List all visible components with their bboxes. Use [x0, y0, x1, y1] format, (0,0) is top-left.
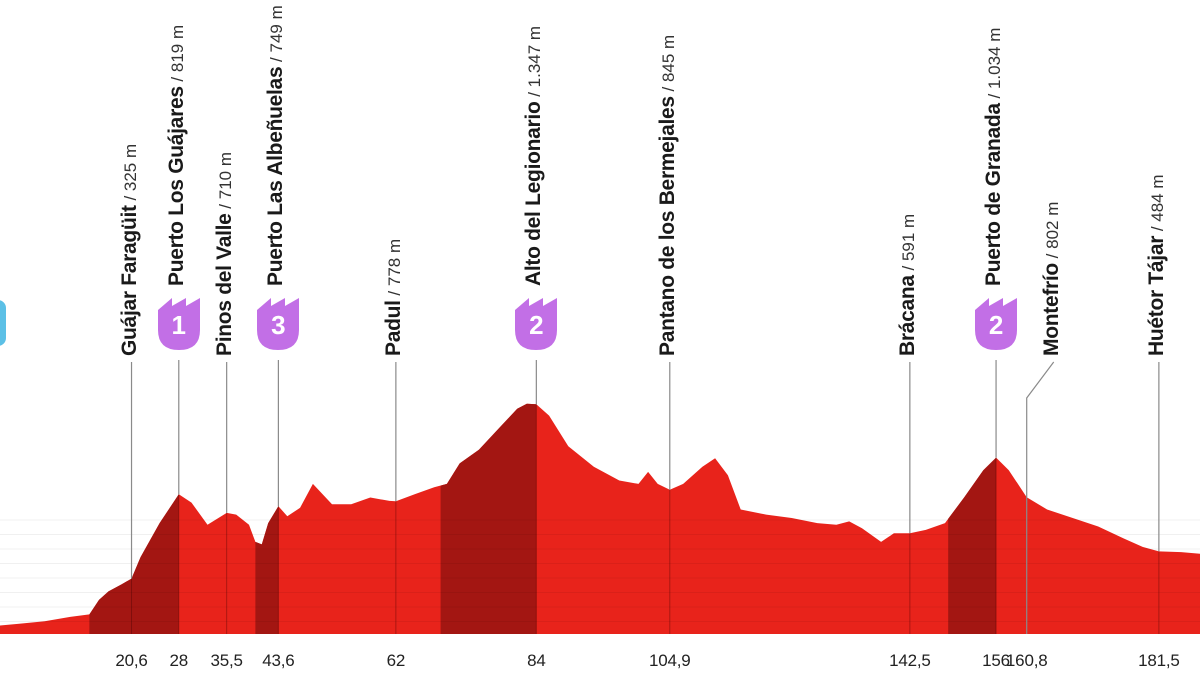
- waypoint-label: Alto del Legionario / 1.347 m: [523, 26, 546, 286]
- waypoint-label: Puerto de Granada / 1.034 m: [983, 28, 1006, 286]
- km-tick-label: 35,5: [211, 651, 243, 671]
- km-tick-label: 160,8: [1006, 651, 1048, 671]
- km-tick-label: 142,5: [889, 651, 931, 671]
- waypoint-separator: /: [216, 199, 235, 213]
- start-marker: [0, 300, 6, 346]
- km-tick-label: 20,6: [115, 651, 147, 671]
- waypoint-label: Montefrío / 802 m: [1041, 202, 1064, 356]
- waypoint-altitude: 1.347 m: [525, 26, 544, 87]
- waypoint-name: Guájar Faragüit: [118, 205, 141, 356]
- waypoint-altitude: 1.034 m: [985, 28, 1004, 89]
- waypoint-name: Puerto Las Albeñuelas: [264, 67, 287, 286]
- waypoint-separator: /: [659, 82, 678, 96]
- waypoint-label: Pinos del Valle / 710 m: [214, 152, 237, 356]
- waypoint-label: Puerto Las Albeñuelas / 749 m: [265, 5, 288, 286]
- waypoint-separator: /: [899, 261, 918, 275]
- waypoint-altitude: 819 m: [168, 25, 187, 72]
- climb-segment-4: [948, 458, 996, 634]
- waypoint-separator: /: [385, 286, 404, 300]
- waypoint-separator: /: [1148, 222, 1167, 236]
- waypoint-separator: /: [121, 191, 140, 205]
- km-tick-label: 43,6: [262, 651, 294, 671]
- climb-category-badge: 2: [513, 296, 559, 352]
- km-tick-label: 104,9: [649, 651, 691, 671]
- waypoint-altitude: 484 m: [1148, 174, 1167, 221]
- waypoint-name: Puerto Los Guájares: [165, 86, 188, 286]
- waypoint-altitude: 325 m: [121, 144, 140, 191]
- waypoint-label: Puerto Los Guájares / 819 m: [166, 25, 189, 286]
- climb-segment-1: [89, 494, 178, 634]
- waypoint-name: Montefrío: [1040, 263, 1063, 356]
- waypoint-altitude: 710 m: [216, 152, 235, 199]
- waypoint-separator: /: [525, 87, 544, 101]
- km-tick-label: 181,5: [1138, 651, 1180, 671]
- badge-category-number: 3: [255, 310, 301, 340]
- profile-area-layer: [0, 404, 1200, 634]
- waypoint-label: Huétor Tájar / 484 m: [1146, 174, 1169, 356]
- climb-category-badge: 1: [156, 296, 202, 352]
- waypoint-name: Padul: [382, 300, 405, 356]
- waypoint-altitude: 591 m: [899, 214, 918, 261]
- waypoint-separator: /: [985, 89, 1004, 103]
- climb-segment-3: [441, 404, 537, 634]
- climb-category-badge: 2: [973, 296, 1019, 352]
- waypoint-name: Pinos del Valle: [213, 213, 236, 356]
- waypoint-label: Brácana / 591 m: [897, 214, 920, 356]
- waypoint-label: Padul / 778 m: [383, 239, 406, 356]
- waypoint-label: Pantano de los Bermejales / 845 m: [657, 35, 680, 356]
- badge-category-number: 1: [156, 310, 202, 340]
- waypoint-altitude: 778 m: [385, 239, 404, 286]
- waypoint-name: Huétor Tájar: [1145, 236, 1168, 356]
- waypoint-separator: /: [168, 72, 187, 86]
- profile-area: [0, 404, 1200, 634]
- waypoint-separator: /: [267, 53, 286, 67]
- badge-category-number: 2: [973, 310, 1019, 340]
- km-tick-label: 62: [387, 651, 406, 671]
- waypoint-altitude: 845 m: [659, 35, 678, 82]
- badge-category-number: 2: [513, 310, 559, 340]
- waypoint-altitude: 802 m: [1043, 202, 1062, 249]
- waypoint-label: Guájar Faragüit / 325 m: [119, 144, 142, 356]
- waypoint-name: Pantano de los Bermejales: [656, 96, 679, 356]
- waypoint-name: Alto del Legionario: [522, 102, 545, 286]
- waypoint-name: Puerto de Granada: [982, 103, 1005, 286]
- climb-segment-2: [255, 506, 278, 634]
- waypoint-separator: /: [1043, 249, 1062, 263]
- waypoint-altitude: 749 m: [267, 5, 286, 52]
- km-tick-label: 84: [527, 651, 546, 671]
- climb-category-badge: 3: [255, 296, 301, 352]
- km-tick-label: 28: [170, 651, 189, 671]
- waypoint-name: Brácana: [896, 275, 919, 356]
